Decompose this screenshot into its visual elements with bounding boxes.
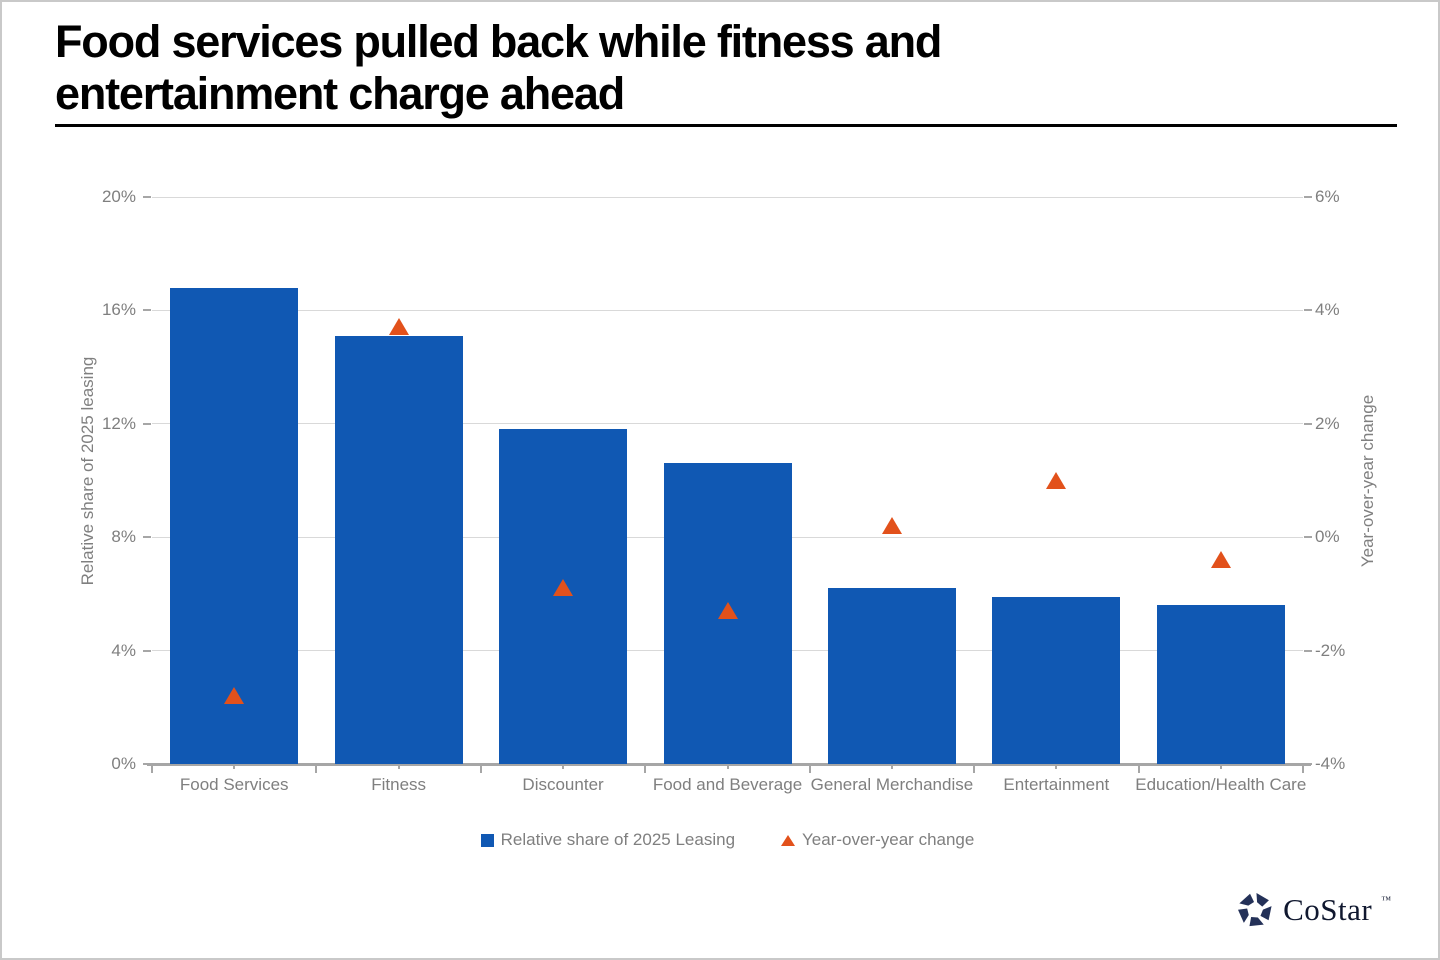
costar-pinwheel-icon [1238,893,1272,927]
left-axis-tick-label: 20% [101,187,136,206]
right-axis-tick [1304,649,1312,652]
right-axis-tick [1304,196,1312,198]
left-axis-tick [143,422,151,425]
bar-food-services [170,287,299,764]
pinwheel-segment [1249,917,1264,927]
yoy-marker-general-merchandise [881,516,902,534]
costar-logo-text: CoStar [1283,892,1373,927]
category-label: Entertainment [1003,775,1110,794]
costar-logo: CoStar ™ [1235,890,1391,930]
bar-education-health-care [1156,605,1285,764]
yoy-marker-food-and-beverage [717,601,738,619]
category-center-tick [562,764,565,769]
legend-item: Year-over-year change [781,830,974,850]
right-axis-tick-label: 0% [1315,527,1340,547]
category-boundary-tick [973,764,976,773]
category-label: Education/Health Care [1135,775,1307,794]
yoy-marker-fitness [388,318,409,336]
legend-label: Relative share of 2025 Leasing [500,830,736,849]
pinwheel-segment [1239,893,1255,906]
left-axis-tick [143,309,151,312]
right-axis-tick-label: 6% [1315,187,1340,206]
legend-square-icon [480,833,494,847]
category-boundary-tick [479,764,482,773]
chart-title-line1: Food services pulled back while fitness … [55,16,942,67]
yoy-marker-education-health-care [1210,550,1231,568]
category-center-tick [233,764,236,769]
x-axis-line [147,763,1311,766]
right-axis-tick [1304,536,1312,539]
left-axis-tick-label: 4% [111,640,136,660]
bar-fitness [334,335,463,764]
category-center-tick [397,764,400,769]
right-axis-tick [1304,309,1312,312]
bar-discounter [499,429,628,764]
category-boundary-tick [151,764,153,773]
left-axis-tick-label: 12% [101,413,136,433]
right-axis-title: Year-over-year change [1358,394,1377,567]
category-center-tick [726,764,729,769]
bar-general-merchandise [827,588,956,764]
bar-entertainment [992,596,1121,764]
legend-item: Relative share of 2025 Leasing [480,830,736,850]
gridline [152,423,1303,425]
yoy-marker-food-services [224,686,245,704]
legend-label: Year-over-year change [802,830,975,849]
right-axis-tick [1304,422,1312,425]
gridline [152,309,1303,311]
trademark-symbol: ™ [1381,894,1391,906]
category-center-tick [1219,764,1222,769]
category-center-tick [890,764,893,769]
category-label: Discounter [522,775,604,794]
yoy-marker-discounter [553,579,574,597]
category-boundary-tick [1137,764,1140,773]
category-label: Food Services [179,775,289,794]
right-axis-tick-label: -4% [1315,754,1346,773]
category-center-tick [1055,764,1058,769]
category-label: Fitness [371,775,427,794]
right-axis-tick-label: -2% [1315,640,1346,660]
title-block: Food services pulled back while fitness … [55,16,1397,127]
pinwheel-segment [1260,906,1272,921]
chart-title-line2: entertainment charge ahead [55,68,625,119]
right-axis-tick-label: 2% [1315,413,1340,433]
left-axis-tick-label: 16% [101,300,136,320]
category-boundary-tick [1302,764,1304,773]
category-boundary-tick [315,764,318,773]
left-axis-tick [143,196,151,198]
yoy-marker-entertainment [1046,471,1067,489]
category-boundary-tick [808,764,811,773]
left-axis-tick-label: 8% [111,527,136,547]
left-axis-tick [143,536,151,539]
chart-legend: Relative share of 2025 Leasing Year-over-… [152,830,1303,850]
category-label: Food and Beverage [652,775,803,794]
pinwheel-segment [1256,893,1269,907]
gridline [152,196,1303,198]
right-axis-tick-label: 4% [1315,300,1340,320]
left-axis-title: Relative share of 2025 leasing [78,356,97,585]
category-boundary-tick [644,764,647,773]
left-axis-tick [143,649,151,652]
category-label: General Merchandise [810,775,974,794]
pinwheel-segment [1238,908,1249,923]
left-axis-tick-label: 0% [111,754,136,773]
legend-triangle-icon [781,834,796,846]
